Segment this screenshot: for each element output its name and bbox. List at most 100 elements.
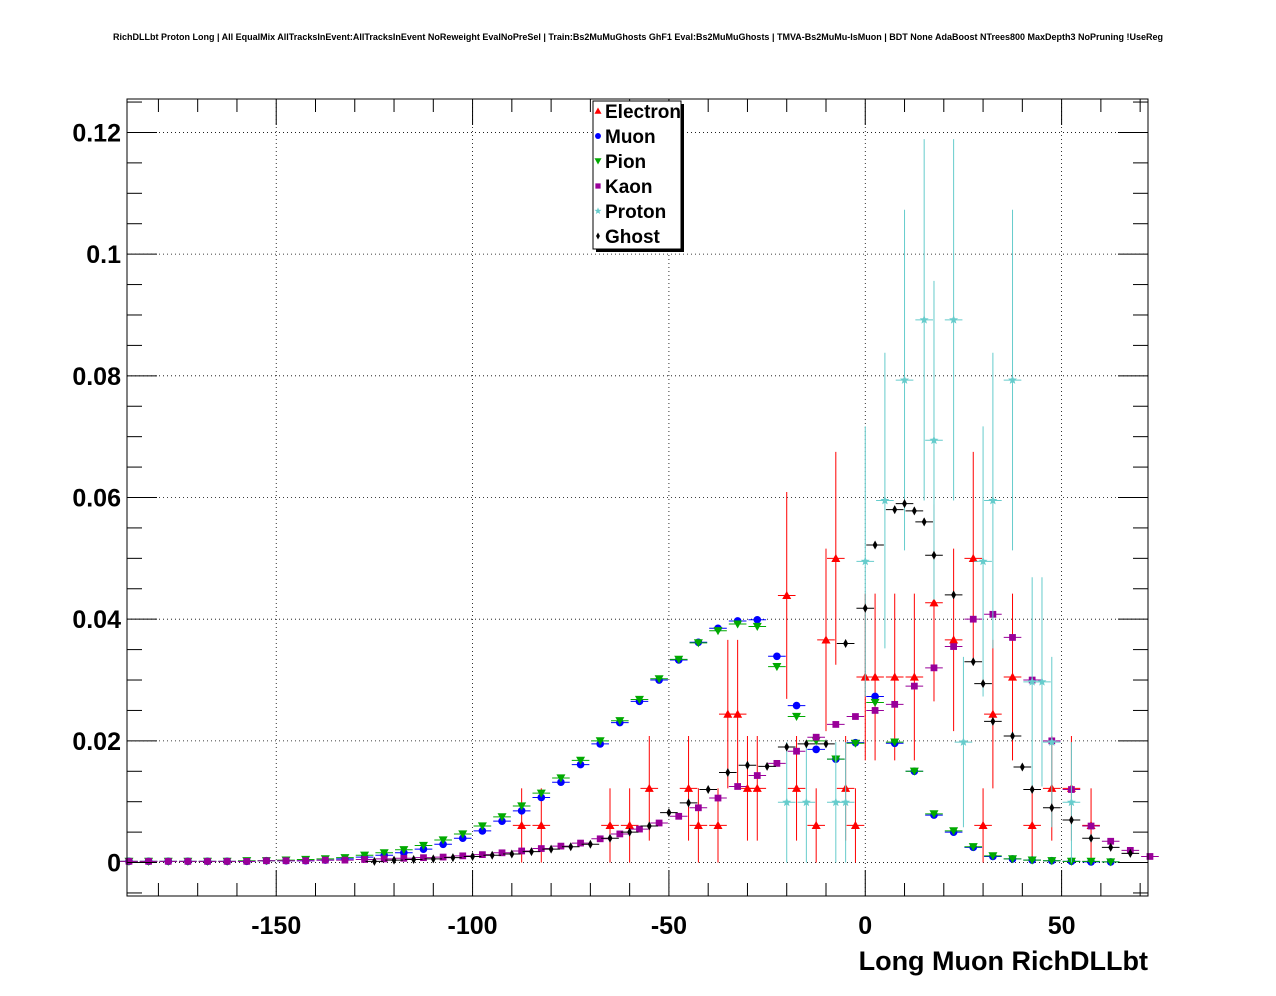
electron-point <box>752 783 762 792</box>
ghost-point <box>725 767 731 777</box>
proton-point <box>782 797 792 807</box>
legend-label-proton: Proton <box>605 202 666 223</box>
pion-point <box>1106 858 1116 867</box>
kaon-point <box>420 854 427 862</box>
electron-point <box>988 709 998 718</box>
kaon-point <box>537 845 545 852</box>
ghost-point <box>764 761 770 771</box>
proton-point <box>978 556 988 566</box>
pion-point <box>752 622 762 631</box>
ghost-point <box>892 505 898 515</box>
kaon-point <box>125 857 133 865</box>
pion-point <box>654 675 664 684</box>
ghost-point <box>411 854 417 864</box>
muon-point <box>812 745 820 754</box>
kaon-point <box>282 857 290 865</box>
proton-point <box>988 495 998 505</box>
electron-point <box>684 783 694 792</box>
ghost-point <box>744 760 750 770</box>
kaon-point <box>361 856 368 863</box>
kaon-point <box>479 851 486 859</box>
pion-point <box>595 737 605 746</box>
kaon-point <box>518 847 526 855</box>
electron-point <box>978 820 988 830</box>
proton-point <box>880 495 890 505</box>
ghost-point <box>705 785 711 795</box>
y-tick-label: 0 <box>107 850 121 878</box>
electron-point <box>723 709 733 718</box>
legend-label-kaon: Kaon <box>605 177 653 198</box>
pion-point <box>909 767 919 776</box>
kaon-point <box>223 857 231 865</box>
ghost-point <box>568 842 574 852</box>
pion-point <box>1047 857 1057 866</box>
ghost-point <box>911 506 917 516</box>
ghost-point <box>371 856 377 866</box>
proton-point <box>831 797 841 807</box>
pion-point <box>418 841 428 851</box>
electron-point <box>929 598 939 607</box>
kaon-point <box>1146 853 1154 860</box>
legend-marker-electron <box>594 107 602 114</box>
kaon-point <box>1107 837 1115 845</box>
pion-point <box>792 712 802 722</box>
electron-point <box>968 553 978 562</box>
y-tick-label: 0.06 <box>72 485 121 513</box>
kaon-point <box>891 700 899 708</box>
electron-point <box>742 783 752 792</box>
electron-point <box>517 820 527 830</box>
kaon-point <box>145 857 152 865</box>
y-tick-label: 0.08 <box>72 363 121 391</box>
proton-point <box>958 737 968 746</box>
pion-point <box>576 756 586 765</box>
kaon-point <box>164 857 172 865</box>
ghost-point <box>391 855 397 865</box>
ghost-point <box>902 499 908 509</box>
x-tick-label: -50 <box>651 912 687 940</box>
pion-point <box>850 739 860 748</box>
kaon-point <box>557 842 565 850</box>
kaon-point <box>263 857 270 865</box>
legend-label-muon: Muon <box>605 127 656 148</box>
ghost-point <box>627 827 633 837</box>
kaon-point <box>243 857 251 865</box>
electron-point <box>713 820 723 830</box>
pion-point <box>615 717 625 726</box>
series-kaon <box>120 610 1159 865</box>
muon-point <box>871 692 879 701</box>
kaon-point <box>498 849 506 857</box>
kaon-point <box>852 713 859 720</box>
series-proton <box>777 139 1081 863</box>
x-tick-label: -150 <box>251 912 301 940</box>
proton-point <box>929 435 939 445</box>
electron-point <box>949 635 959 644</box>
x-tick-label: -100 <box>448 912 498 940</box>
kaon-point <box>950 643 957 650</box>
kaon-point <box>675 812 683 820</box>
label-layer: -150 -100 -50 0 50 0 0.02 0.04 0.06 0.08 0.1 0.12 Lo… <box>72 119 1148 976</box>
ghost-point <box>1019 762 1025 772</box>
kaon-point <box>400 854 408 862</box>
muon-point <box>517 806 526 815</box>
electron-point <box>625 820 635 830</box>
electron-point <box>733 709 743 718</box>
axis-layer <box>127 99 1148 896</box>
ghost-point <box>686 798 692 808</box>
electron-point <box>782 590 792 600</box>
ghost-point <box>980 679 986 689</box>
ghost-point <box>666 808 672 818</box>
kaon-point <box>793 747 800 755</box>
ghost-point <box>528 847 534 857</box>
pion-point <box>477 822 487 831</box>
pion-point <box>674 655 684 664</box>
pion-point <box>517 802 527 811</box>
proton-point <box>801 797 811 807</box>
kaon-point <box>459 852 467 860</box>
muon-point <box>773 652 781 661</box>
ghost-point <box>1068 815 1074 825</box>
legend-marker-pion <box>594 158 602 165</box>
ghost-point <box>1108 842 1114 852</box>
pion-point <box>693 639 703 648</box>
kaon-point <box>204 857 211 865</box>
